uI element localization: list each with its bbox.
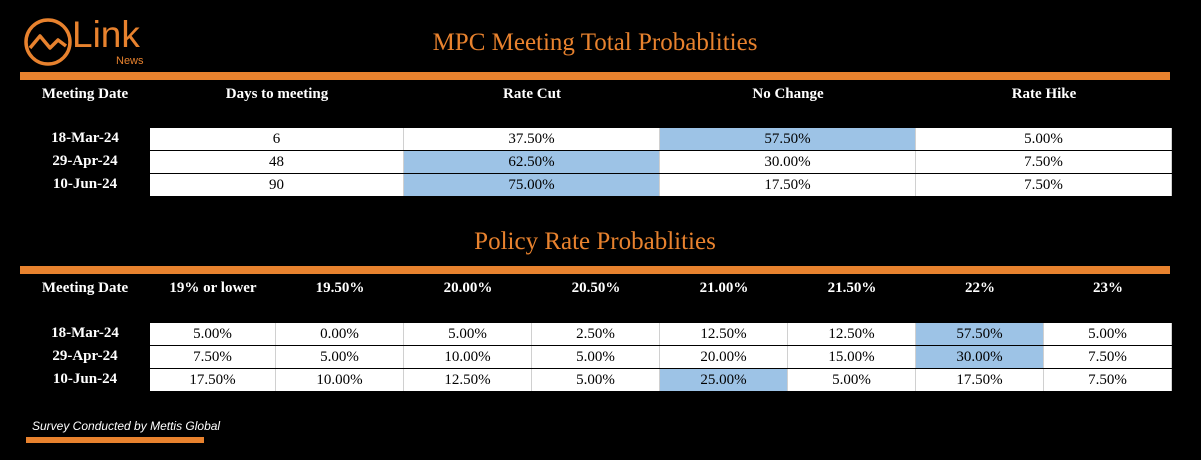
table2-header-3: 20.00% [443, 280, 493, 296]
footer-accent-bar [26, 437, 204, 443]
chart-circle-icon [24, 18, 72, 66]
table1-header-4: Rate Hike [1011, 86, 1077, 102]
table2-table-cell: 12.50% [404, 369, 532, 391]
table2-header-1: 19% or lower [169, 280, 257, 296]
table2-table-cell: 10.00% [404, 346, 532, 368]
table2-table-cell: 10.00% [276, 369, 404, 391]
table2-table-cell: 5.00% [150, 323, 276, 345]
table1-table-cell: 17.50% [660, 174, 916, 196]
table2-title: Policy Rate Probablities [474, 228, 716, 255]
table2-table-cell: 12.50% [788, 323, 916, 345]
table2-table-cell: 25.00% [660, 369, 788, 391]
table2-table-cell: 5.00% [532, 369, 660, 391]
table2-table-cell: 5.00% [276, 346, 404, 368]
table1-row-date: 18-Mar-24 [51, 130, 119, 146]
table1-header-2: Rate Cut [503, 86, 561, 102]
table2-table-cell: 20.00% [660, 346, 788, 368]
logo-subtext: News [116, 55, 144, 67]
table1-accent-bar [20, 72, 1170, 80]
table2-table-cell: 7.50% [150, 346, 276, 368]
table2-table-cell: 5.00% [532, 346, 660, 368]
table2-table-cell: 0.00% [276, 323, 404, 345]
table1-table-cell: 5.00% [916, 128, 1172, 150]
table2-table-cell: 5.00% [404, 323, 532, 345]
table1-header-3: No Change [752, 86, 824, 102]
table1-table-cell: 37.50% [404, 128, 660, 150]
table1-table-cell: 57.50% [660, 128, 916, 150]
table2-row-date: 18-Mar-24 [51, 325, 119, 341]
table1-header-1: Days to meeting [225, 86, 329, 102]
table2-header-6: 21.50% [827, 280, 877, 296]
table1-table-cell: 30.00% [660, 151, 916, 173]
table2-header-8: 23% [1093, 280, 1123, 296]
table2-accent-bar [20, 266, 1170, 274]
table2-header-7: 22% [965, 280, 995, 296]
table1-row-date: 10-Jun-24 [52, 176, 118, 192]
table2-row-date: 10-Jun-24 [52, 371, 118, 387]
table1-table-cell: 75.00% [404, 174, 660, 196]
table2-header-2: 19.50% [315, 280, 365, 296]
logo-wordmark: Link [72, 14, 140, 55]
table1-header-0: Meeting Date [41, 86, 129, 102]
table2-table-cell: 5.00% [788, 369, 916, 391]
table2-header-4: 20.50% [571, 280, 621, 296]
table2-header-5: 21.00% [699, 280, 749, 296]
table1-table-cell: 90 [150, 174, 404, 196]
table1-table-cell: 48 [150, 151, 404, 173]
link-news-logo [24, 18, 72, 66]
table2-table-cell: 12.50% [660, 323, 788, 345]
table1-table-cell: 7.50% [916, 174, 1172, 196]
table2-table-cell: 30.00% [916, 346, 1044, 368]
table1-table-cell: 7.50% [916, 151, 1172, 173]
table1-title: MPC Meeting Total Probablities [432, 29, 758, 56]
table1-row-date: 29-Apr-24 [52, 153, 118, 169]
table2-table-cell: 57.50% [916, 323, 1044, 345]
table2-table-cell: 17.50% [150, 369, 276, 391]
table2-table-cell: 7.50% [1044, 369, 1172, 391]
table1-table-cell: 62.50% [404, 151, 660, 173]
table2-table-cell: 15.00% [788, 346, 916, 368]
table2-header-0: Meeting Date [41, 280, 129, 296]
survey-credit: Survey Conducted by Mettis Global [32, 419, 221, 433]
table2-table-cell: 17.50% [916, 369, 1044, 391]
table1-table-cell: 6 [150, 128, 404, 150]
table2-table-cell: 2.50% [532, 323, 660, 345]
table2-table-cell: 7.50% [1044, 346, 1172, 368]
table2-table-cell: 5.00% [1044, 323, 1172, 345]
table2-row-date: 29-Apr-24 [52, 348, 118, 364]
